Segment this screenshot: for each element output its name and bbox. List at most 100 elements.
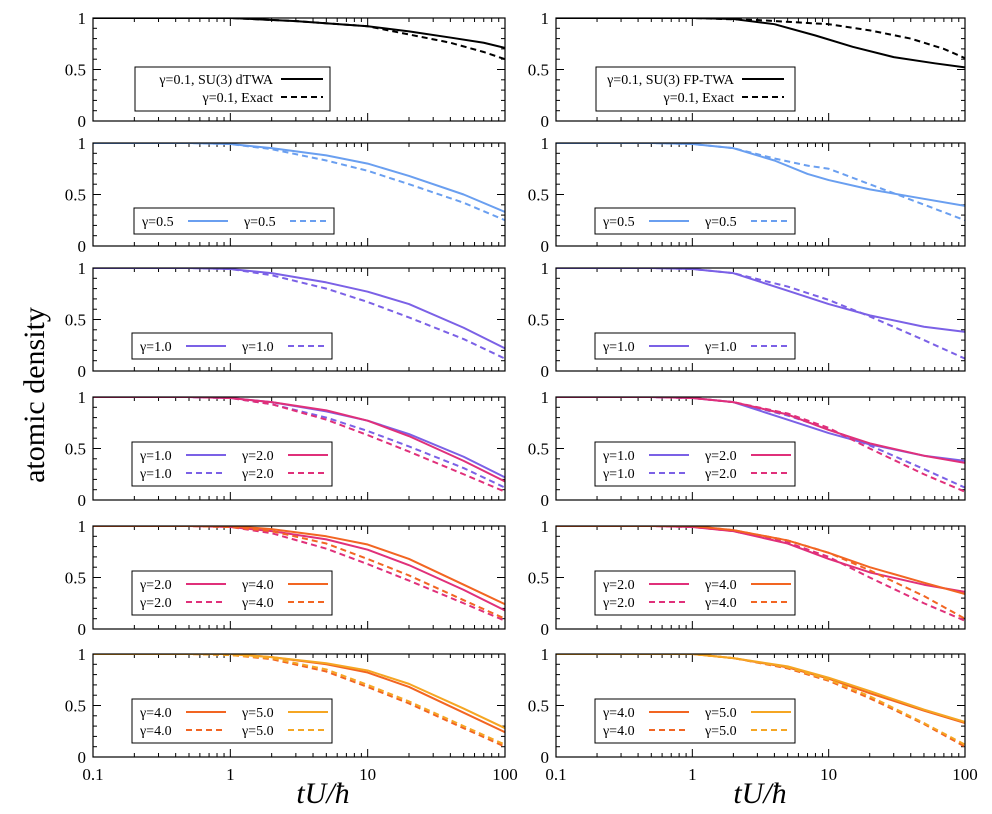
legend-label: γ=4.0: [139, 706, 172, 721]
y-tick-label: 0.5: [65, 61, 86, 80]
x-axis-title-right: tU/ħ: [733, 777, 786, 810]
legend-label: γ=5.0: [704, 724, 737, 739]
panel-right-2: 0 0.5 1 γ=1.0 γ=1.0: [528, 259, 966, 381]
legend-label: γ=2.0: [241, 467, 274, 482]
y-tick-label: 0.5: [65, 186, 86, 205]
panel-left-2: 0 0.5 1 γ=1.0 γ=1.0: [65, 259, 506, 381]
plot-frame: [92, 17, 506, 122]
y-tick-label: 1: [541, 9, 550, 28]
y-tick-label: 1: [541, 134, 550, 153]
y-tick-label: 0: [78, 112, 87, 131]
y-tick-label: 1: [541, 645, 550, 664]
plot-frame: [92, 267, 506, 372]
panel-right-1: 0 0.5 1 γ=0.5 γ=0.5: [528, 134, 966, 256]
panel-right-4: 0 0.5 1 γ=2.0 γ=2.0 γ=4.0 γ=4.0: [528, 517, 966, 639]
plot-frame: [555, 142, 966, 247]
y-tick-label: 0.5: [528, 311, 549, 330]
legend-box: [595, 66, 796, 112]
y-tick-label: 0.5: [528, 186, 549, 205]
legend: γ=0.1, SU(3) dTWA γ=0.1, Exact: [134, 66, 331, 112]
series-line-1: [93, 18, 505, 61]
legend: γ=1.0 γ=1.0: [131, 332, 333, 360]
series-line-1: [93, 397, 505, 489]
plot-frame: [555, 653, 966, 758]
x-tick-label: 0.1: [82, 765, 103, 784]
legend-label: γ=2.0: [602, 596, 635, 611]
legend-label: γ=0.1, Exact: [663, 91, 735, 106]
series-line-1: [556, 268, 965, 360]
y-tick-label: 1: [78, 9, 87, 28]
panel-right-5: 0.1 1 10 100 0 0.5 1 γ=4.0 γ=4.0 γ=5.0 γ=5.0: [528, 645, 978, 784]
y-tick-label: 0: [78, 748, 87, 767]
y-tick-label: 0: [541, 362, 550, 381]
legend-label: γ=1.0: [139, 449, 172, 464]
panel-left-3: 0 0.5 1 γ=1.0 γ=1.0 γ=2.0 γ=2.0: [65, 388, 506, 510]
series-line-1: [93, 654, 505, 748]
y-tick-label: 1: [78, 134, 87, 153]
legend-label: γ=4.0: [602, 724, 635, 739]
plot-frame: [555, 17, 966, 122]
legend: γ=1.0 γ=1.0: [594, 332, 796, 360]
y-tick-label: 0.5: [528, 569, 549, 588]
y-tick-label: 0.5: [65, 311, 86, 330]
series-line-1: [93, 143, 505, 222]
series-line-0: [93, 654, 505, 734]
legend-label: γ=1.0: [602, 449, 635, 464]
legend-label: γ=2.0: [139, 596, 172, 611]
y-tick-label: 0: [541, 491, 550, 510]
plot-frame: [555, 267, 966, 372]
series-line-3: [556, 526, 965, 620]
legend-label: γ=4.0: [602, 706, 635, 721]
series-line-3: [93, 397, 505, 493]
panel-left-4: 0 0.5 1 γ=2.0 γ=2.0 γ=4.0 γ=4.0: [65, 517, 506, 639]
series-line-1: [93, 268, 505, 360]
series-line-1: [93, 526, 505, 622]
panel-right-3: 0 0.5 1 γ=1.0 γ=1.0 γ=2.0 γ=2.0: [528, 388, 966, 510]
legend-label: γ=0.5: [243, 215, 276, 230]
x-tick-label: 1: [226, 765, 235, 784]
legend: γ=1.0 γ=1.0 γ=2.0 γ=2.0: [131, 441, 333, 487]
x-axis-title-left: tU/ħ: [296, 777, 349, 810]
legend-label: γ=4.0: [241, 578, 274, 593]
y-tick-label: 1: [78, 645, 87, 664]
legend-label: γ=5.0: [241, 706, 274, 721]
plot-frame: [555, 525, 966, 630]
y-tick-label: 0: [78, 620, 87, 639]
series-line-3: [556, 654, 965, 746]
legend: γ=4.0 γ=4.0 γ=5.0 γ=5.0: [131, 698, 333, 744]
x-tick-label: 100: [952, 765, 978, 784]
series-line-3: [556, 397, 965, 493]
legend: γ=0.5 γ=0.5: [133, 207, 335, 235]
legend-label: γ=2.0: [602, 578, 635, 593]
y-axis-title: atomic density: [18, 307, 51, 483]
y-tick-label: 1: [78, 388, 87, 407]
series-line-0: [93, 18, 505, 49]
x-tick-label: 0.1: [545, 765, 566, 784]
x-tick-label: 10: [820, 765, 837, 784]
series-line-2: [556, 654, 965, 723]
x-tick-label: 1: [688, 765, 697, 784]
legend-label: γ=1.0: [704, 340, 737, 355]
series-line-1: [556, 526, 965, 622]
legend-label: γ=2.0: [139, 578, 172, 593]
series-line-0: [556, 268, 965, 333]
plot-frame: [92, 653, 506, 758]
legend: γ=4.0 γ=4.0 γ=5.0 γ=5.0: [594, 698, 796, 744]
y-tick-label: 1: [78, 517, 87, 536]
legend-label: γ=0.1, Exact: [202, 91, 274, 106]
series-line-3: [93, 526, 505, 620]
legend-label: γ=0.1, SU(3) dTWA: [158, 73, 274, 88]
y-tick-label: 0.5: [65, 440, 86, 459]
y-tick-label: 0: [541, 748, 550, 767]
series-line-2: [93, 654, 505, 730]
y-tick-label: 0: [541, 620, 550, 639]
y-tick-label: 1: [541, 517, 550, 536]
legend-label: γ=5.0: [704, 706, 737, 721]
legend-box: [594, 570, 796, 616]
legend-box: [134, 66, 331, 112]
legend: γ=1.0 γ=1.0 γ=2.0 γ=2.0: [594, 441, 796, 487]
legend-label: γ=0.5: [141, 215, 174, 230]
panel-right-0: 0 0.5 1 γ=0.1, SU(3) FP-TWA γ=0.1, Exact: [528, 9, 966, 131]
legend-box: [131, 570, 333, 616]
